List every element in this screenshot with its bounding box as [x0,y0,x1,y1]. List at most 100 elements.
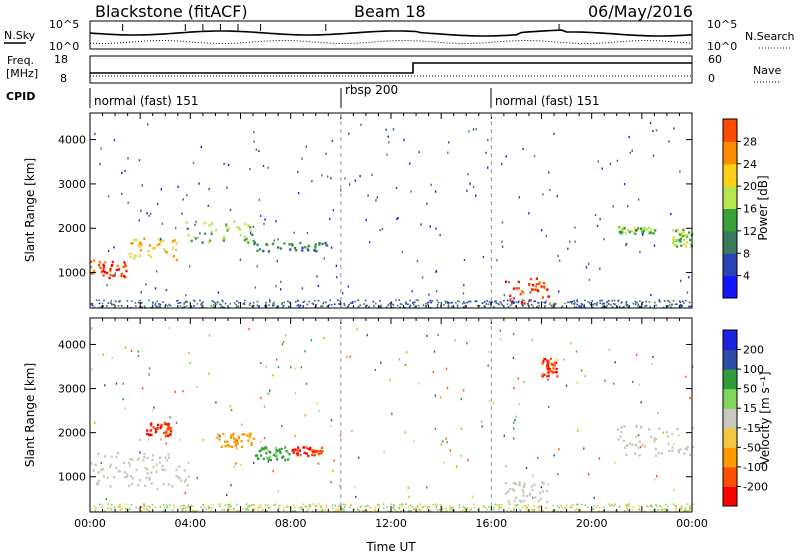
velocity-colorbar-block [723,427,737,448]
power-pixel [238,228,242,231]
power-pixel [195,220,197,223]
power-pixel [439,234,441,237]
power-pixel [689,305,692,308]
velocity-pixel [106,476,109,479]
velocity-pixel [570,342,572,345]
power-pixel [618,230,621,234]
colorbar-tick-label: 100 [743,363,764,376]
power-pixel [424,306,427,309]
velocity-pixel [115,455,118,459]
power-pixel [373,305,375,307]
power-pixel [678,300,681,302]
power-pixel [305,145,308,148]
velocity-pixel [343,506,346,508]
velocity-pixel [462,509,464,512]
velocity-pixel [148,373,150,376]
velocity-pixel [620,426,623,429]
power-pixel [330,177,332,180]
velocity-pixel [398,358,400,361]
power-pixel [478,305,481,307]
power-pixel [155,305,158,308]
velocity-pixel [416,505,419,507]
velocity-pixel [277,366,280,369]
power-pixel [106,284,108,287]
power-pixel [227,227,230,230]
power-pixel [469,182,471,185]
power-pixel [148,214,150,217]
velocity-pixel [653,437,656,440]
velocity-pixel [123,471,126,474]
velocity-pixel [652,356,654,359]
power-pixel [397,217,399,220]
power-pixel [446,300,449,303]
power-pixel [680,279,682,282]
power-pixel [297,192,300,195]
velocity-pixel [294,367,296,370]
power-pixel [469,300,472,303]
power-pixel [681,305,683,308]
power-pixel [612,302,615,305]
power-pixel [245,240,249,243]
power-pixel [211,222,214,225]
power-pixel [90,272,93,275]
velocity-pixel [522,506,524,509]
power-pixel [652,129,654,133]
velocity-colorbar-label: Velocity [m s⁻¹] [758,371,772,464]
power-pixel [186,300,188,303]
power-pixel [518,300,520,303]
velocity-pixel [472,495,474,498]
power-pixel [566,301,569,304]
power-pixel [640,306,643,308]
velocity-pixel [553,361,556,364]
velocity-pixel [167,456,170,459]
velocity-pixel [307,507,310,510]
velocity-pixel [137,507,140,510]
velocity-pixel [283,445,286,448]
power-pixel [159,305,161,307]
velocity-pixel [452,509,454,512]
power-pixel [621,231,624,234]
power-pixel [380,304,383,307]
velocity-pixel [653,439,656,443]
power-pixel [107,250,110,253]
velocity-pixel [363,509,365,512]
velocity-pixel [597,510,600,512]
velocity-pixel [311,510,314,513]
velocity-pixel [428,506,430,508]
power-pixel [443,304,445,306]
velocity-pixel [654,508,656,511]
velocity-pixel [675,507,677,509]
power-pixel [379,300,381,302]
velocity-pixel [309,446,312,450]
velocity-pixel [163,468,166,472]
velocity-pixel [143,503,146,506]
velocity-pixel [245,503,248,505]
power-pixel [372,300,375,303]
power-pixel [188,265,191,268]
colorbar-tick-label: -200 [743,480,768,493]
velocity-pixel [94,463,97,467]
colorbar-tick-label: 50 [743,383,757,396]
power-pixel [620,230,623,234]
power-pixel [185,305,188,307]
power-pixel [272,304,274,307]
velocity-pixel [290,366,292,369]
velocity-pixel [544,507,547,509]
velocity-pixel [637,434,640,437]
velocity-pixel [638,454,641,457]
velocity-pixel [657,509,660,511]
velocity-pixel [593,496,595,499]
colorbar-tick-label: -15 [743,422,761,435]
velocity-pixel [527,509,529,512]
power-pixel [304,300,306,303]
velocity-pixel [512,510,515,512]
power-pixel [365,219,367,222]
velocity-pixel [169,433,172,436]
velocity-pixel [686,510,689,512]
velocity-pixel [513,421,515,424]
velocity-pixel [342,503,345,505]
velocity-colorbar-block [723,349,737,370]
velocity-pixel [644,510,646,512]
power-pixel [435,270,438,273]
